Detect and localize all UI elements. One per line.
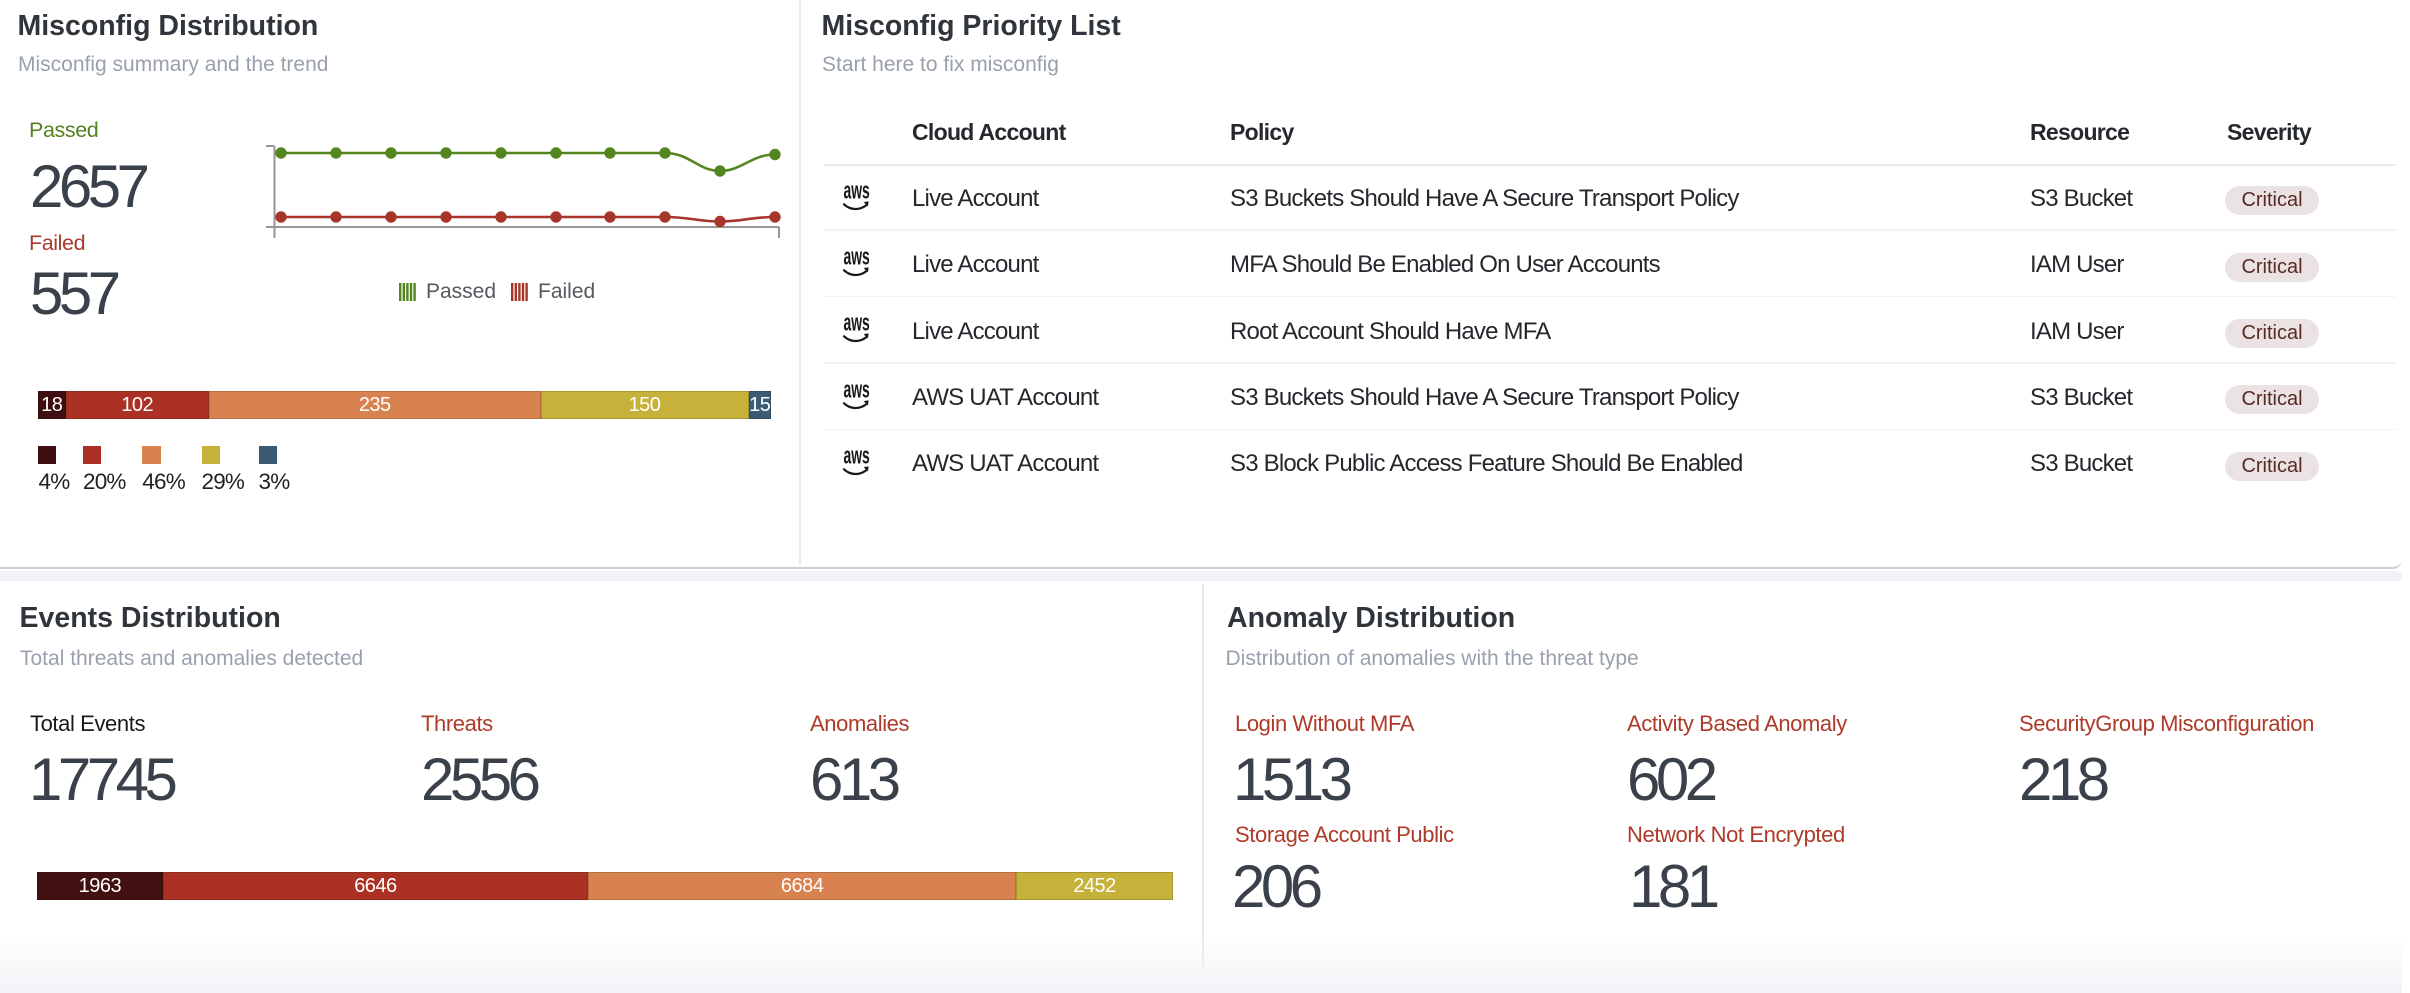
svg-text:aws: aws: [844, 317, 870, 336]
svg-text:aws: aws: [844, 185, 870, 204]
svg-text:aws: aws: [844, 450, 870, 469]
svg-text:aws: aws: [844, 251, 870, 270]
svg-text:aws: aws: [844, 384, 870, 403]
